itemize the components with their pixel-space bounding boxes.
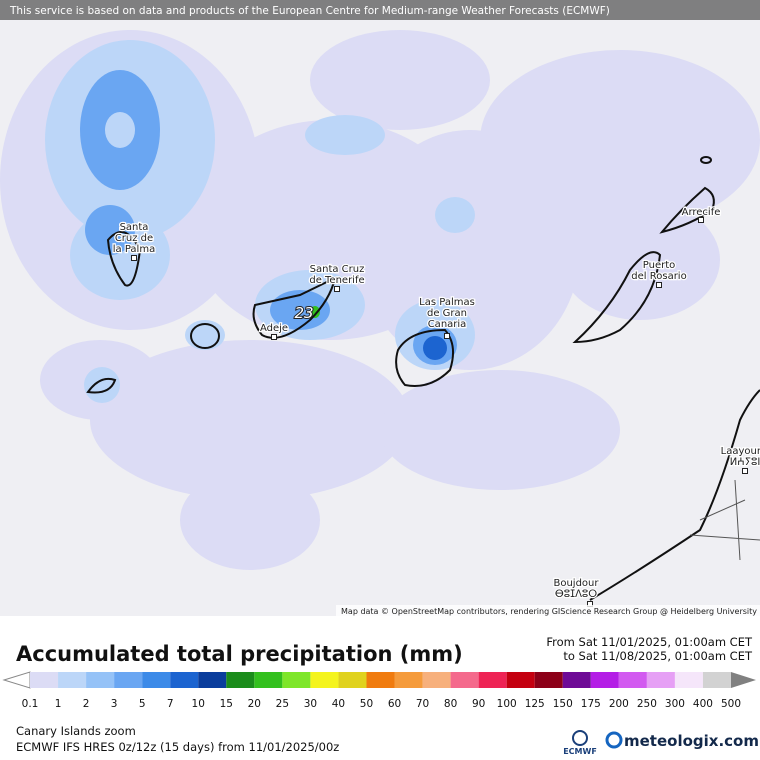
- colorbar-label: 200: [609, 698, 629, 710]
- colorbar-segment: [422, 672, 451, 688]
- place-label: ⵍⵄⵢⵓⵏ: [730, 457, 760, 468]
- legend-title: Accumulated total precipitation (mm): [16, 642, 463, 666]
- colorbar-segment: [394, 672, 423, 688]
- colorbar-label: 175: [581, 698, 601, 710]
- place-marker: [271, 334, 277, 340]
- banner-bg: [0, 0, 760, 20]
- place-label: Arrecife: [682, 207, 721, 218]
- colorbar-segment: [114, 672, 143, 688]
- colorbar-segment: [674, 672, 703, 688]
- colorbar-label: 60: [388, 698, 401, 710]
- max-value: 23: [294, 304, 313, 322]
- colorbar-label: 0.1: [22, 698, 39, 710]
- place-label: Santa Cruz: [310, 264, 365, 275]
- place-label: de Gran: [427, 308, 467, 319]
- model-info: ECMWF IFS HRES 0z/12z (15 days) from 11/…: [16, 740, 339, 754]
- place-marker: [334, 286, 340, 292]
- colorbar-segment: [618, 672, 647, 688]
- legend-from: From Sat 11/01/2025, 01:00am CET: [546, 635, 753, 649]
- colorbar-label: 2: [83, 698, 90, 710]
- colorbar-label: 125: [525, 698, 545, 710]
- attribution-bg: [336, 605, 760, 616]
- colorbar-segment: [310, 672, 339, 688]
- colorbar-label: 7: [167, 698, 174, 710]
- attribution: Map data © OpenStreetMap contributors, r…: [341, 607, 757, 616]
- colorbar-label: 1: [55, 698, 62, 710]
- colorbar-segment: [86, 672, 115, 688]
- colorbar-segment: [646, 672, 675, 688]
- colorbar-label: 100: [497, 698, 517, 710]
- colorbar-label: 80: [444, 698, 457, 710]
- colorbar-segment: [702, 672, 731, 688]
- colorbar-label: 20: [248, 698, 261, 710]
- place-marker: [656, 282, 662, 288]
- colorbar-label: 70: [416, 698, 429, 710]
- colorbar-segment: [506, 672, 535, 688]
- colorbar-label: 50: [360, 698, 373, 710]
- place-label: Boujdour: [553, 578, 599, 589]
- place-label: de Tenerife: [309, 275, 364, 286]
- colorbar-label: 300: [665, 698, 685, 710]
- place-marker: [742, 468, 748, 474]
- colorbar-below: [2, 671, 31, 689]
- colorbar-label: 25: [276, 698, 289, 710]
- colorbar-label: 30: [304, 698, 317, 710]
- brand-logo: [605, 731, 623, 749]
- brand: meteologix.com: [624, 732, 759, 750]
- colorbar-segment: [58, 672, 87, 688]
- colorbar-label: 40: [332, 698, 345, 710]
- colorbar-segment: [254, 672, 283, 688]
- region: Canary Islands zoom: [16, 724, 136, 738]
- colorbar-label: 500: [721, 698, 741, 710]
- colorbar-segment: [282, 672, 311, 688]
- place-label: Adeje: [260, 323, 288, 334]
- colorbar-segment: [366, 672, 395, 688]
- colorbar-label: 15: [220, 698, 233, 710]
- place-label: Puerto: [643, 260, 676, 271]
- colorbar-segment: [338, 672, 367, 688]
- ecmwf: ECMWF: [563, 747, 597, 756]
- place-label: Canaria: [428, 319, 467, 330]
- place-label: Laayoune: [721, 446, 760, 457]
- colorbar-label: 10: [192, 698, 205, 710]
- colorbar-segment: [478, 672, 507, 688]
- colorbar-segment: [170, 672, 199, 688]
- colorbar-segment: [534, 672, 563, 688]
- colorbar-segment: [590, 672, 619, 688]
- colorbar-above: [731, 672, 756, 688]
- colorbar-segment: [226, 672, 255, 688]
- place-label: ⴱⵓⵊⴷⵓⵔ: [555, 589, 597, 600]
- colorbar-label: 5: [139, 698, 146, 710]
- colorbar-label: 400: [693, 698, 713, 710]
- colorbar-label: 90: [472, 698, 485, 710]
- place-label: del Rosario: [631, 271, 686, 282]
- colorbar-label: 3: [111, 698, 118, 710]
- colorbar-label: 250: [637, 698, 657, 710]
- legend-to: to Sat 11/08/2025, 01:00am CET: [563, 649, 753, 663]
- place-label: la Palma: [113, 244, 155, 255]
- place-label: Cruz de: [115, 233, 153, 244]
- place-label: Santa: [120, 222, 149, 233]
- colorbar-segment: [450, 672, 479, 688]
- place-marker: [698, 217, 704, 223]
- place-marker: [131, 255, 137, 261]
- map: [0, 0, 760, 616]
- colorbar-segment: [30, 672, 59, 688]
- place-label: Las Palmas: [419, 297, 475, 308]
- colorbar-segment: [142, 672, 171, 688]
- colorbar-segment: [198, 672, 227, 688]
- banner-text: This service is based on data and produc…: [9, 5, 610, 17]
- colorbar-segment: [562, 672, 591, 688]
- place-marker: [444, 333, 450, 339]
- ecmwf-logo: [572, 730, 588, 746]
- colorbar-label: 150: [553, 698, 573, 710]
